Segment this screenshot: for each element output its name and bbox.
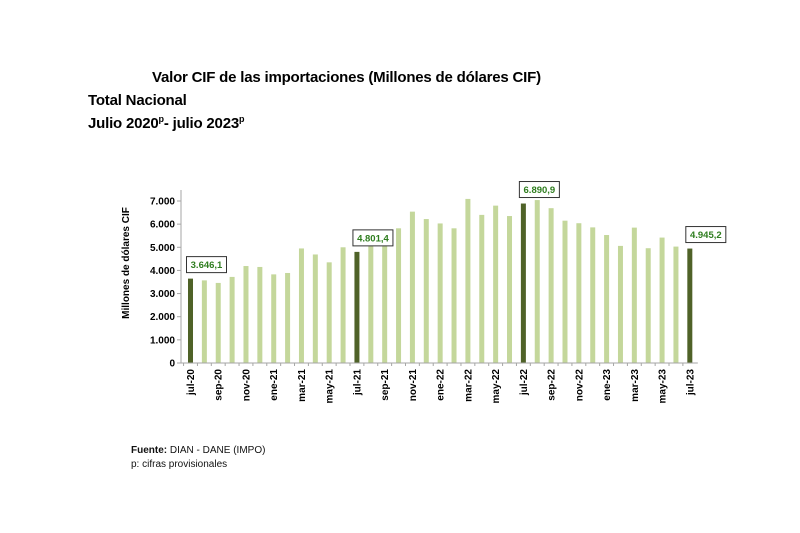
bar-abr-21: [312, 254, 318, 363]
data-label-jul-23: 4.945,2: [690, 230, 722, 241]
bar-mar-21: [298, 248, 304, 363]
y-tick-label: 7.000: [150, 197, 175, 208]
bar-ene-22: [437, 223, 443, 363]
y-tick-label: 4.000: [150, 266, 175, 277]
bar-mar-22: [465, 198, 471, 363]
y-tick-label: 0: [169, 359, 175, 370]
x-tick-label: ene-21: [269, 369, 280, 401]
chart-title: Valor CIF de las importaciones (Millones…: [152, 69, 541, 86]
period-end-sup: p: [239, 114, 245, 124]
bar-sep-22: [548, 208, 554, 363]
period-start-sup: p: [158, 114, 165, 124]
y-tick-label: 6.000: [150, 220, 175, 231]
bar-jun-22: [507, 216, 513, 363]
data-label-box: [518, 181, 560, 199]
x-tick-label: jul-23: [685, 369, 696, 397]
bar-mar-23: [631, 227, 637, 363]
bar-abr-23: [645, 248, 651, 363]
x-tick-label: jul-20: [186, 369, 197, 397]
x-tick-label: ene-23: [602, 369, 613, 401]
data-label-jul-21: 4.801,4: [357, 233, 389, 244]
bar-nov-20: [243, 266, 249, 363]
data-label-jul-20: 3.646,1: [191, 260, 223, 271]
x-tick-label: may-23: [658, 369, 669, 404]
data-label-box: [186, 256, 227, 274]
bar-ago-21: [368, 244, 374, 363]
x-tick-label: sep-20: [214, 369, 225, 401]
source-value: DIAN - DANE (IMPO): [167, 445, 266, 456]
bar-oct-22: [562, 220, 568, 363]
chart-period: Julio 2020p- julio 2023p: [88, 114, 245, 132]
x-tick-label: jul-21: [352, 369, 363, 397]
x-tick-label: may-22: [491, 369, 502, 404]
chart-subtitle: Total Nacional: [88, 92, 187, 109]
source-label: Fuente:: [131, 445, 168, 456]
x-tick-label: nov-21: [408, 369, 419, 402]
bars: [188, 198, 693, 363]
bar-oct-21: [396, 228, 402, 363]
bar-nov-22: [576, 223, 582, 363]
bar-ene-23: [604, 235, 610, 363]
y-tick-label: 5.000: [150, 243, 175, 254]
period-separator: -: [163, 115, 173, 132]
bar-ago-20: [201, 280, 207, 363]
bar-may-22: [493, 205, 499, 363]
x-tick-label: mar-21: [297, 369, 308, 402]
bar-jul-23: [687, 248, 693, 363]
bar-ago-22: [534, 200, 540, 363]
bar-nov-21: [409, 211, 415, 363]
x-tick-label: mar-23: [630, 369, 641, 402]
data-labels: 3.646,1 4.801,4 6.890,9 4.945,2: [186, 181, 727, 274]
source-line: Fuente: DIAN - DANE (IMPO): [131, 444, 265, 458]
x-tick-label: may-21: [325, 369, 336, 404]
bar-jun-21: [340, 247, 346, 363]
bar-sep-20: [215, 282, 221, 363]
data-label-jul-22: 6.890,9: [524, 185, 556, 196]
bar-feb-23: [617, 245, 623, 363]
y-tick-label: 1.000: [150, 335, 175, 346]
x-tick-label: mar-22: [463, 369, 474, 402]
bar-jul-22: [520, 203, 526, 363]
bar-feb-21: [285, 272, 291, 363]
x-tick-label: sep-21: [380, 369, 391, 401]
x-axis: jul-20 sep-20 nov-20 ene-21 mar-21 may-21 jul-…: [181, 362, 698, 404]
period-start: Julio 2020: [88, 115, 159, 132]
x-tick-label: sep-22: [547, 369, 558, 401]
bar-jul-21: [354, 251, 360, 363]
period-end: julio 2023: [172, 115, 240, 132]
bar-sep-21: [382, 230, 388, 363]
y-axis-title: Millones de dólares CIF: [121, 207, 132, 319]
bar-may-21: [326, 262, 332, 363]
bar-ene-21: [271, 274, 277, 363]
bar-jun-23: [673, 246, 679, 363]
data-label-box: [352, 229, 394, 247]
bar-dic-21: [423, 219, 429, 363]
x-tick-label: nov-20: [241, 369, 252, 402]
bar-may-23: [659, 237, 665, 363]
bar-dic-20: [257, 266, 263, 363]
bar-abr-22: [479, 214, 485, 363]
x-tick-label: ene-22: [436, 369, 447, 401]
x-tick-label: jul-22: [519, 369, 530, 397]
data-label-box: [685, 226, 727, 244]
chart-footer: Fuente: DIAN - DANE (IMPO) p: cifras pro…: [131, 444, 265, 472]
bar-oct-20: [229, 276, 235, 363]
bar-feb-22: [451, 228, 457, 363]
x-tick-label: nov-22: [574, 369, 585, 402]
footnote: p: cifras provisionales: [131, 459, 228, 470]
y-tick-label: 3.000: [150, 289, 175, 300]
y-axis: 0 1.000 2.000 3.000 4.000 5.000 6.000 7.000: [150, 190, 182, 370]
bar-dic-22: [590, 227, 596, 363]
bar-jul-20: [188, 278, 193, 363]
y-tick-label: 2.000: [150, 312, 175, 323]
